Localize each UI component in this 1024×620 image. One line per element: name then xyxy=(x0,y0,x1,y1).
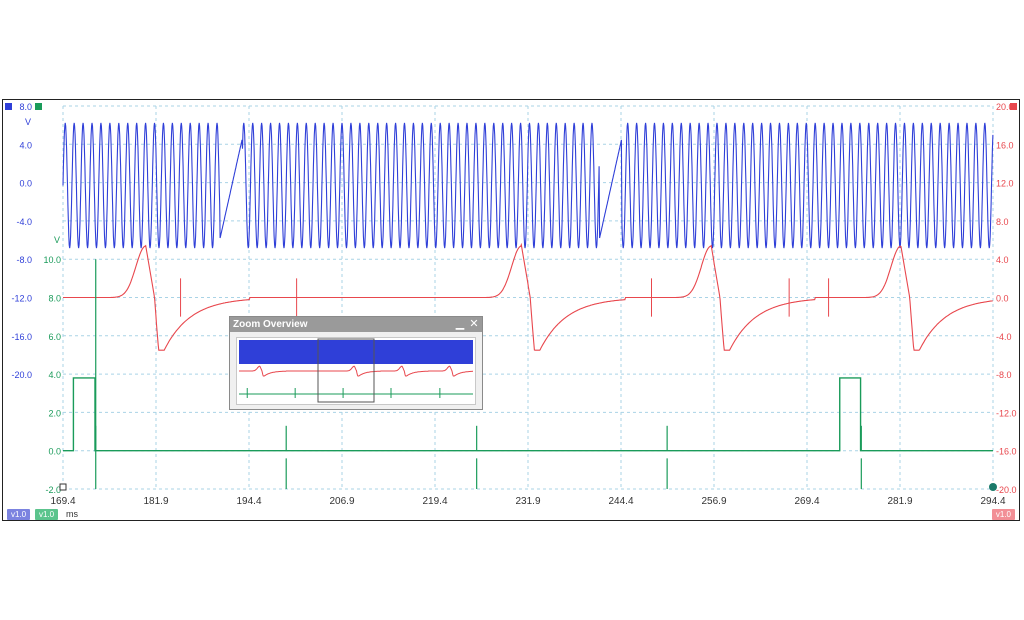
x-tick-label: 181.9 xyxy=(143,496,168,507)
channel-c-trace[interactable] xyxy=(63,377,993,452)
channel-c-tick-label: 6.0 xyxy=(48,332,61,342)
channel-b-tick-label: 0.0 xyxy=(996,294,1009,304)
channel-b-tick-label: 8.0 xyxy=(996,217,1009,227)
close-icon[interactable]: ✕ xyxy=(469,318,479,330)
channel-a-tick-label: -4.0 xyxy=(16,217,32,227)
x-tick-label: 231.9 xyxy=(515,496,540,507)
channel-c-unit-label: V xyxy=(54,235,60,245)
channel-b-scale-badge[interactable]: v1.0 xyxy=(991,509,1015,520)
oscilloscope-panel: 169.4 181.9 194.4 206.9 219.4 231.9 244.4 256.9… xyxy=(2,99,1020,521)
channel-a-tick-label: -20.0 xyxy=(11,370,32,380)
waveform-plot[interactable]: 169.4 181.9 194.4 206.9 219.4 231.9 244.4 256.9… xyxy=(3,100,1019,520)
channel-c-tick-label: -2.0 xyxy=(45,485,61,495)
channel-b-tick-label: -8.0 xyxy=(996,370,1012,380)
channel-c-tick-label: 8.0 xyxy=(48,294,61,304)
channel-c-tick-label: 10.0 xyxy=(43,255,61,265)
channel-a-scale-badge[interactable]: v1.0 xyxy=(7,509,31,520)
time-unit-label: ms xyxy=(66,509,78,519)
channel-b-trace[interactable] xyxy=(63,242,993,351)
mini-channel-b-trace xyxy=(239,365,473,377)
channel-c-scale-badge[interactable]: v1.0 xyxy=(35,509,59,520)
mini-zoom-selection[interactable] xyxy=(317,338,375,403)
x-tick-label: 256.9 xyxy=(701,496,726,507)
x-tick-label: 219.4 xyxy=(422,496,447,507)
channel-b-tick-label: 20.0 xyxy=(996,102,1014,112)
channel-c-marker-icon[interactable] xyxy=(35,103,42,110)
x-tick-label: 244.4 xyxy=(608,496,633,507)
x-tick-label: 194.4 xyxy=(236,496,261,507)
x-tick-label: 281.9 xyxy=(887,496,912,507)
channel-a-tick-label: 0.0 xyxy=(19,179,32,189)
channel-a-tick-label: -8.0 xyxy=(16,255,32,265)
channel-b-tick-label: -20.0 xyxy=(996,485,1017,495)
channel-c-tick-label: 2.0 xyxy=(48,408,61,418)
channel-c-tick-label: 0.0 xyxy=(48,447,61,457)
channel-b-tick-label: 16.0 xyxy=(996,140,1014,150)
zoom-overview-window[interactable]: Zoom Overview ▁ ✕ xyxy=(229,316,483,410)
trigger-start-marker-icon[interactable] xyxy=(59,483,67,491)
mini-channel-a-band xyxy=(239,340,473,364)
channel-b-tick-label: -16.0 xyxy=(996,447,1017,457)
channel-a-tick-label: -12.0 xyxy=(11,294,32,304)
channel-a-marker-icon[interactable] xyxy=(5,103,12,110)
channel-a-unit-label: V xyxy=(25,117,31,127)
x-tick-label: 206.9 xyxy=(329,496,354,507)
zoom-overview-plot[interactable] xyxy=(237,338,475,404)
channel-b-tick-label: -12.0 xyxy=(996,408,1017,418)
channel-a-tick-label: 4.0 xyxy=(19,140,32,150)
channel-b-tick-label: -4.0 xyxy=(996,332,1012,342)
zoom-overview-titlebar[interactable]: Zoom Overview ▁ ✕ xyxy=(230,317,482,332)
trigger-end-marker-icon[interactable] xyxy=(989,483,997,491)
x-tick-label: 269.4 xyxy=(794,496,819,507)
channel-a-tick-label: 8.0 xyxy=(19,102,32,112)
zoom-overview-canvas[interactable] xyxy=(236,337,476,405)
channel-b-marker-icon[interactable] xyxy=(1010,103,1017,110)
x-tick-label: 294.4 xyxy=(980,496,1005,507)
channel-b-tick-label: 4.0 xyxy=(996,255,1009,265)
channel-c-tick-label: 4.0 xyxy=(48,370,61,380)
x-tick-label: 169.4 xyxy=(50,496,75,507)
minimize-icon[interactable]: ▁ xyxy=(455,318,465,330)
channel-a-tick-label: -16.0 xyxy=(11,332,32,342)
channel-b-tick-label: 12.0 xyxy=(996,179,1014,189)
channel-a-trace[interactable] xyxy=(62,122,994,249)
zoom-overview-title: Zoom Overview xyxy=(233,319,308,330)
